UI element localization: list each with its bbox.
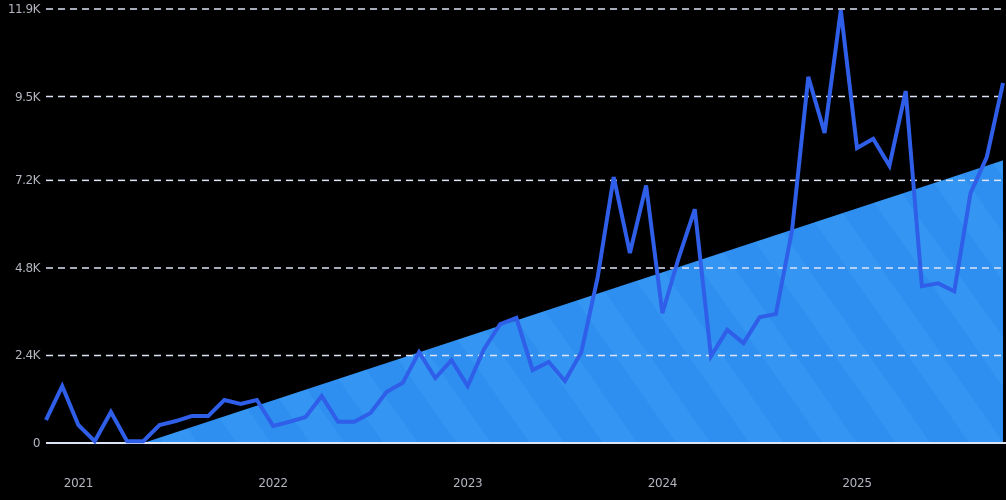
y-tick-label: 4.8K (15, 260, 40, 275)
series-line (44, 9, 1005, 445)
y-tick-label: 7.2K (15, 173, 40, 188)
x-tick-label: 2025 (842, 476, 872, 490)
x-tick-label: 2021 (63, 476, 94, 490)
trend-area (143, 160, 1003, 443)
x-tick-label: 2023 (453, 476, 483, 490)
x-tick-label: 2024 (647, 476, 678, 490)
trend-area-shape (143, 160, 1003, 443)
y-tick-label: 2.4K (15, 348, 40, 363)
x-tick-label: 2022 (258, 476, 288, 490)
y-tick-label: 0 (32, 436, 41, 450)
gridlines (46, 8, 1006, 444)
y-tick-label: 9.5K (15, 89, 40, 104)
y-tick-label: 11.9K (7, 2, 41, 16)
data-line (44, 9, 1005, 445)
